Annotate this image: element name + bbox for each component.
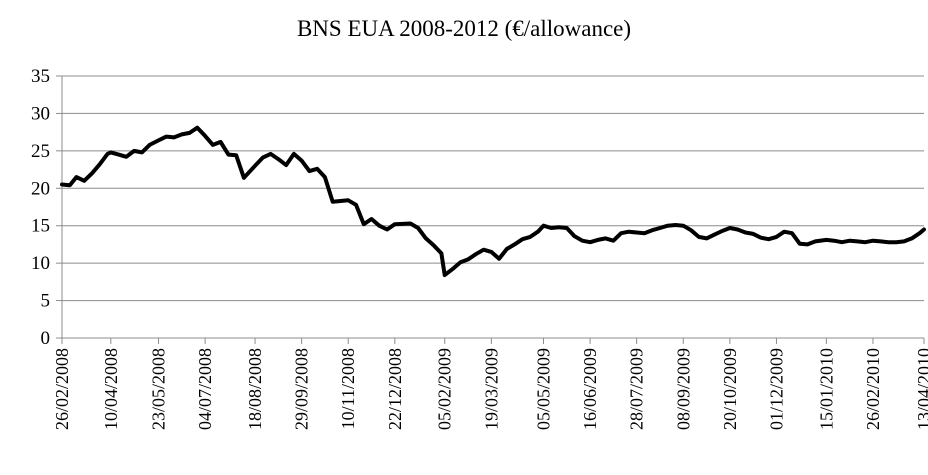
x-tick-label: 18/08/2008 <box>245 348 265 430</box>
y-tick-label: 15 <box>31 216 50 237</box>
y-tick-label: 30 <box>31 103 50 124</box>
x-tick-label: 16/06/2009 <box>580 348 600 430</box>
x-tick-label: 20/10/2009 <box>720 348 740 430</box>
x-tick-label: 26/02/2010 <box>863 348 883 430</box>
y-tick-labels: 0 5 10 15 20 25 30 35 <box>31 66 50 349</box>
y-tick-label: 0 <box>41 328 51 349</box>
x-tick-label: 23/05/2008 <box>149 348 169 430</box>
series-line <box>60 125 926 278</box>
gridlines <box>62 75 924 302</box>
x-tick-label: 01/12/2009 <box>766 348 786 430</box>
y-tick-label: 5 <box>41 291 51 312</box>
x-tick-label: 04/07/2008 <box>195 348 215 430</box>
x-tick-label: 19/03/2009 <box>481 348 501 430</box>
x-tick-label: 15/01/2010 <box>816 348 836 430</box>
x-tick-label: 26/02/2008 <box>52 348 72 430</box>
y-tick-label: 20 <box>31 178 50 199</box>
y-tick-label: 25 <box>31 141 50 162</box>
x-tick-label: 13/04/2010 <box>914 348 928 430</box>
x-tick-label: 29/09/2008 <box>292 348 312 430</box>
x-tick-label: 22/12/2008 <box>385 348 405 430</box>
y-tick-label: 35 <box>31 66 50 87</box>
x-tick-label: 08/09/2009 <box>673 348 693 430</box>
x-tick-label: 10/11/2008 <box>338 348 358 429</box>
x-tick-label: 05/02/2009 <box>435 348 455 430</box>
x-tick-label: 10/04/2008 <box>101 348 121 430</box>
x-tick-labels: 26/02/2008 10/04/2008 23/05/2008 04/07/2008… <box>52 348 928 430</box>
chart-title: BNS EUA 2008-2012 (€/allowance) <box>296 16 632 41</box>
y-tick-label: 10 <box>31 253 50 274</box>
x-tick-label: 28/07/2009 <box>627 348 647 430</box>
axes <box>56 75 925 344</box>
series-group <box>60 125 926 278</box>
x-tick-label: 05/05/2009 <box>533 348 553 430</box>
